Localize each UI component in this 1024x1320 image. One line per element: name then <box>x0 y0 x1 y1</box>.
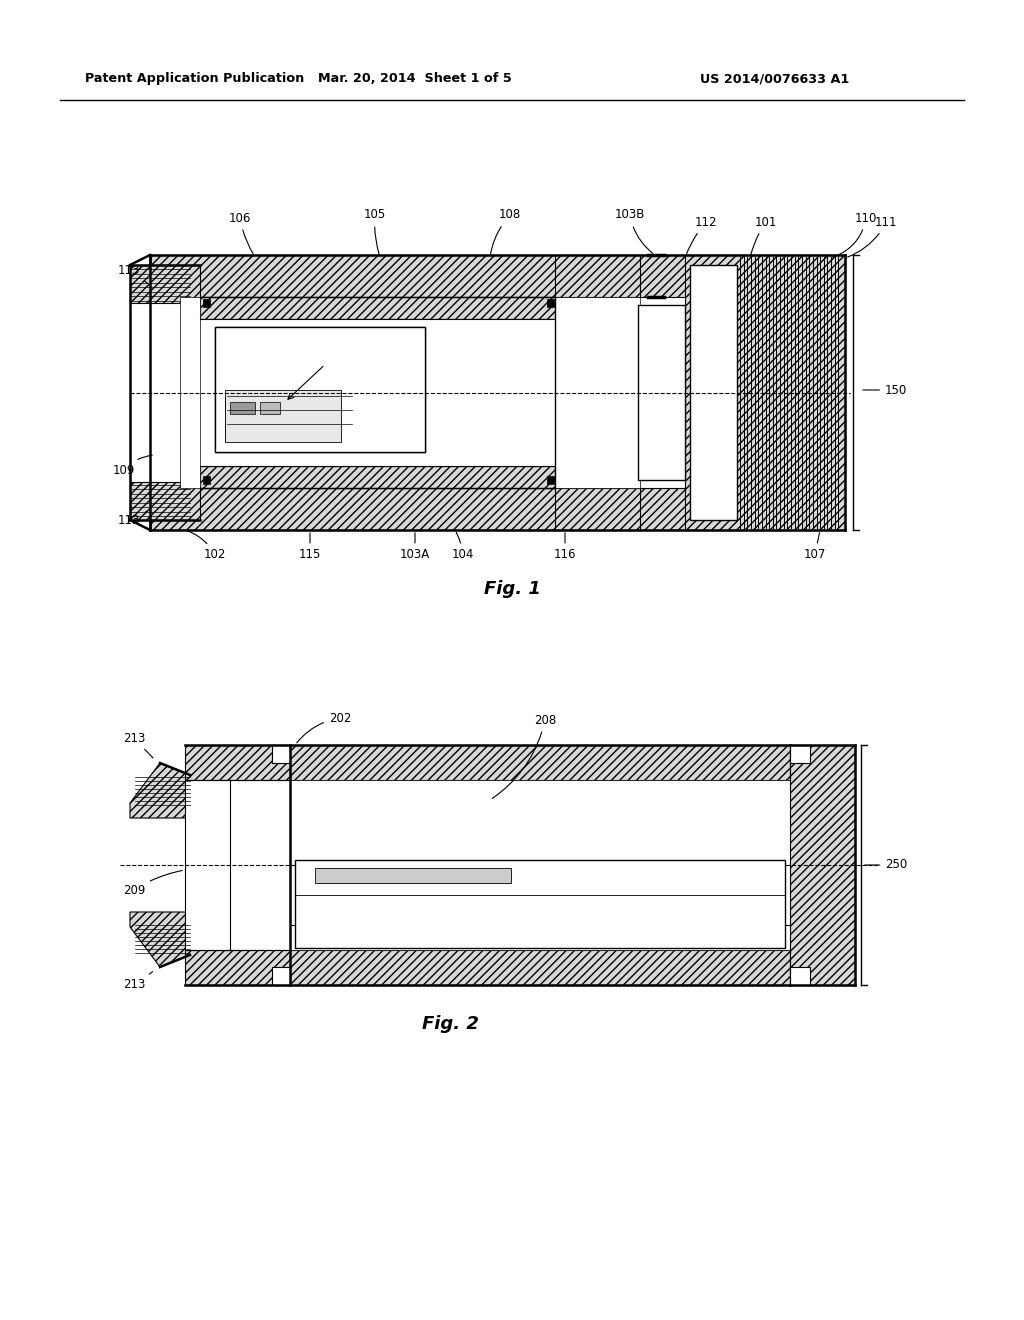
Bar <box>185 744 290 780</box>
Text: 202: 202 <box>297 711 351 743</box>
Text: 113: 113 <box>118 264 147 284</box>
Text: 102: 102 <box>187 531 226 561</box>
Text: 115: 115 <box>299 533 322 561</box>
Bar <box>290 780 790 950</box>
Bar <box>290 950 790 985</box>
Text: 105: 105 <box>364 209 386 255</box>
Bar <box>260 403 280 414</box>
Bar <box>180 297 200 488</box>
Text: 111: 111 <box>848 215 897 257</box>
Text: 109: 109 <box>113 455 153 477</box>
Bar <box>203 477 210 484</box>
Bar <box>790 744 855 985</box>
Bar <box>230 403 255 414</box>
Text: 103B: 103B <box>614 209 652 253</box>
Text: 250: 250 <box>865 858 907 871</box>
Text: 112: 112 <box>686 215 718 255</box>
Text: 110: 110 <box>833 211 878 257</box>
Bar <box>200 319 555 466</box>
Bar <box>150 255 845 297</box>
Bar <box>200 297 555 488</box>
Bar <box>547 300 554 308</box>
Text: 106: 106 <box>228 211 254 255</box>
Text: Fig. 2: Fig. 2 <box>422 1015 478 1034</box>
Bar <box>185 780 230 950</box>
Bar <box>203 300 210 308</box>
Text: 108: 108 <box>490 209 521 255</box>
Bar <box>272 744 290 763</box>
Bar <box>690 265 737 520</box>
Bar <box>638 305 685 480</box>
Text: Patent Application Publication: Patent Application Publication <box>85 73 304 84</box>
Bar <box>215 327 425 451</box>
Bar <box>185 950 290 985</box>
Bar <box>150 488 845 531</box>
Text: 116: 116 <box>554 533 577 561</box>
Text: 103A: 103A <box>400 533 430 561</box>
Bar <box>200 466 555 488</box>
Bar <box>315 869 511 883</box>
Bar <box>555 255 640 297</box>
Bar <box>290 744 790 780</box>
Bar <box>200 319 555 466</box>
Text: 104: 104 <box>452 532 474 561</box>
Bar <box>225 389 341 442</box>
Polygon shape <box>130 912 190 968</box>
Bar <box>215 327 425 451</box>
Bar <box>555 488 640 531</box>
Bar <box>295 861 785 948</box>
Bar <box>272 968 290 985</box>
Text: Fig. 1: Fig. 1 <box>483 579 541 598</box>
Text: 107: 107 <box>804 533 826 561</box>
Text: 213: 213 <box>123 731 153 758</box>
Bar <box>555 297 640 488</box>
Bar <box>200 297 555 319</box>
Bar <box>547 477 554 484</box>
Text: 150: 150 <box>863 384 907 396</box>
Bar <box>790 968 810 985</box>
Text: 113: 113 <box>118 511 147 527</box>
Text: 208: 208 <box>493 714 556 799</box>
Bar <box>225 396 330 440</box>
Text: 213: 213 <box>123 972 153 991</box>
Bar <box>130 482 200 520</box>
Polygon shape <box>130 763 190 818</box>
Bar <box>685 255 845 531</box>
Bar <box>130 265 200 304</box>
Text: 101: 101 <box>751 215 777 255</box>
Bar <box>790 744 810 763</box>
Text: Mar. 20, 2014  Sheet 1 of 5: Mar. 20, 2014 Sheet 1 of 5 <box>318 73 512 84</box>
Text: 209: 209 <box>123 870 182 896</box>
Text: US 2014/0076633 A1: US 2014/0076633 A1 <box>700 73 849 84</box>
